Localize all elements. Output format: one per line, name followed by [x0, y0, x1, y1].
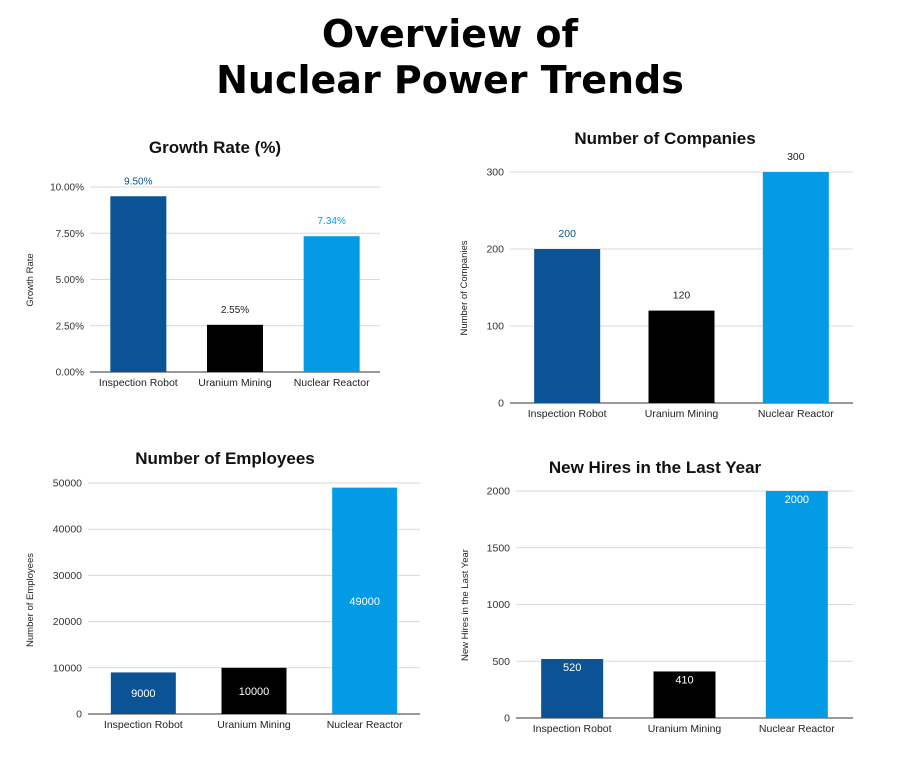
growth-rate-chart-title: Growth Rate (%)	[148, 138, 282, 157]
x-category-label: Nuclear Reactor	[758, 408, 834, 420]
y-tick-label: 0	[504, 713, 510, 725]
data-label-uranium-mining: 410	[675, 674, 693, 686]
bar-inspection-robot	[534, 249, 601, 403]
data-label-inspection-robot: 9000	[131, 688, 155, 700]
employees-chart-title: Number of Employees	[135, 449, 315, 468]
data-label-nuclear-reactor: 2000	[785, 494, 809, 506]
y-tick-label: 30000	[53, 570, 82, 582]
y-tick-label: 2.50%	[56, 321, 84, 332]
y-tick-label: 40000	[53, 524, 82, 536]
y-axis-label: Number of Companies	[459, 240, 470, 335]
y-tick-label: 1500	[487, 542, 511, 554]
y-tick-label: 0	[498, 398, 504, 410]
bar-uranium-mining	[207, 324, 263, 372]
bar-nuclear-reactor	[303, 236, 360, 372]
data-label-nuclear-reactor: 300	[787, 151, 805, 163]
x-category-label: Uranium Mining	[648, 723, 722, 735]
data-label-inspection-robot: 9.50%	[124, 176, 152, 187]
bar-uranium-mining	[653, 671, 716, 718]
y-tick-label: 10.00%	[50, 183, 84, 194]
y-axis-label: New Hires in the Last Year	[460, 549, 471, 661]
bar-nuclear-reactor	[765, 491, 828, 718]
bar-inspection-robot	[110, 672, 176, 714]
y-tick-label: 500	[492, 656, 510, 668]
x-category-label: Inspection Robot	[99, 377, 178, 389]
data-label-inspection-robot: 520	[563, 662, 581, 674]
bar-uranium-mining	[648, 310, 715, 403]
companies-chart-title: Number of Companies	[574, 129, 756, 148]
y-tick-label: 100	[486, 321, 504, 333]
data-label-nuclear-reactor: 7.34%	[317, 216, 345, 227]
data-label-nuclear-reactor: 49000	[349, 596, 380, 608]
y-tick-label: 10000	[53, 662, 82, 674]
main-title-line-2: Nuclear Power Trends	[216, 58, 684, 102]
y-axis-label: Number of Employees	[25, 553, 36, 647]
y-tick-label: 0	[76, 709, 82, 721]
y-tick-label: 200	[486, 244, 504, 256]
y-tick-label: 50000	[53, 478, 82, 490]
y-tick-label: 1000	[487, 599, 511, 611]
data-label-inspection-robot: 200	[558, 228, 576, 240]
data-label-uranium-mining: 2.55%	[221, 305, 249, 316]
x-category-label: Inspection Robot	[528, 408, 607, 420]
x-category-label: Nuclear Reactor	[327, 719, 403, 731]
x-category-label: Uranium Mining	[217, 719, 291, 731]
x-category-label: Uranium Mining	[198, 377, 272, 389]
x-category-label: Nuclear Reactor	[759, 723, 835, 735]
y-axis-label: Growth Rate	[25, 253, 36, 306]
y-tick-label: 5.00%	[56, 275, 84, 286]
x-category-label: Uranium Mining	[645, 408, 719, 420]
y-tick-label: 0.00%	[56, 368, 84, 379]
bar-inspection-robot	[110, 196, 167, 372]
new-hires-chart-title: New Hires in the Last Year	[548, 458, 762, 477]
bar-uranium-mining	[221, 667, 287, 714]
x-category-label: Nuclear Reactor	[294, 377, 370, 389]
x-category-label: Inspection Robot	[104, 719, 183, 731]
data-label-uranium-mining: 120	[673, 290, 691, 302]
y-tick-label: 2000	[487, 486, 511, 498]
bar-nuclear-reactor	[332, 487, 398, 714]
bar-nuclear-reactor	[762, 172, 829, 403]
y-tick-label: 7.50%	[56, 229, 84, 240]
bar-inspection-robot	[541, 658, 604, 718]
x-category-label: Inspection Robot	[533, 723, 612, 735]
y-tick-label: 300	[486, 167, 504, 179]
y-tick-label: 20000	[53, 616, 82, 628]
main-title-line-1: Overview of	[321, 12, 579, 56]
data-label-uranium-mining: 10000	[239, 686, 270, 698]
